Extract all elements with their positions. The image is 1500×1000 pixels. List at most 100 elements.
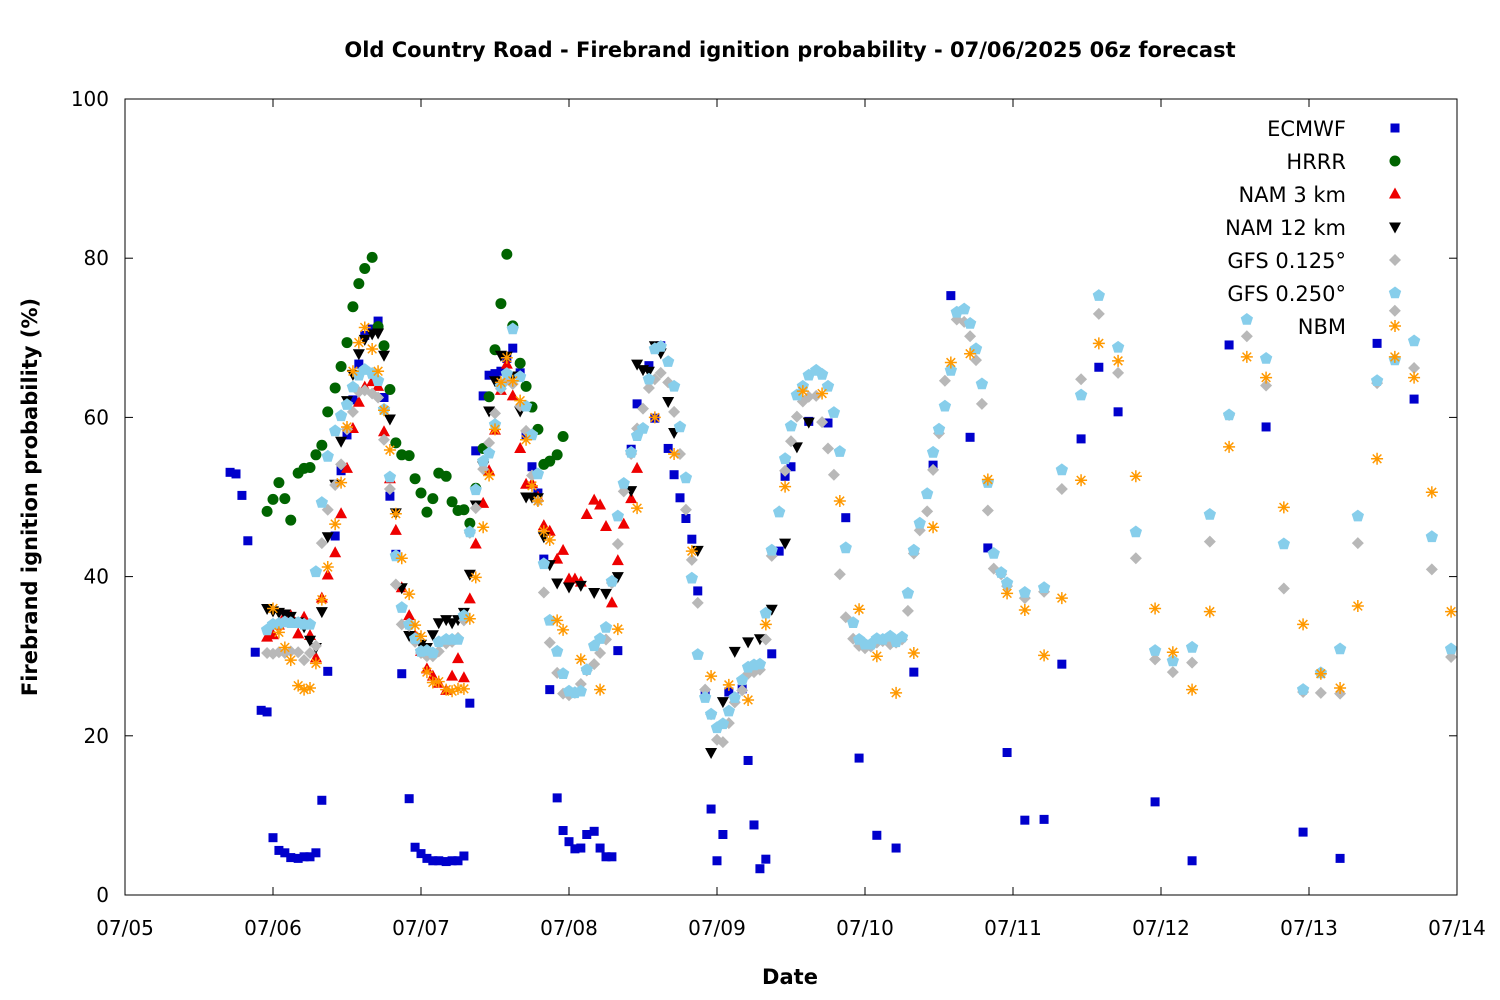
data-point <box>722 678 735 691</box>
data-point <box>847 616 860 628</box>
data-point <box>359 263 371 275</box>
data-point <box>822 442 834 455</box>
data-point <box>286 853 296 863</box>
data-point <box>823 418 833 428</box>
data-point <box>309 565 323 578</box>
data-point <box>1277 582 1290 595</box>
data-point <box>1334 682 1347 695</box>
plot-frame <box>124 98 1458 896</box>
data-point <box>611 623 624 636</box>
legend-label: HRRR <box>1286 150 1346 174</box>
data-point <box>718 830 728 840</box>
data-point <box>1129 525 1142 538</box>
data-point <box>600 519 612 531</box>
data-point <box>580 663 593 675</box>
x-tick-label: 07/10 <box>836 916 894 940</box>
legend-label: NBM <box>1298 315 1346 339</box>
data-point <box>372 365 385 378</box>
data-point <box>315 496 328 508</box>
data-point <box>329 382 341 394</box>
legend-marker <box>1389 187 1401 199</box>
data-point <box>759 633 772 646</box>
data-point <box>403 588 416 601</box>
data-point <box>335 436 348 448</box>
data-point <box>426 676 439 689</box>
data-point <box>446 496 458 508</box>
data-point <box>712 856 722 866</box>
legend-label: NAM 3 km <box>1238 183 1346 207</box>
data-point <box>335 507 348 519</box>
data-point <box>648 411 661 424</box>
data-point <box>938 374 951 387</box>
data-point <box>854 753 864 763</box>
data-point <box>691 648 704 660</box>
data-point <box>728 646 741 658</box>
data-point <box>749 820 759 830</box>
data-point <box>397 669 407 679</box>
data-point <box>340 398 354 410</box>
data-point <box>965 432 975 442</box>
legend-label: ECMWF <box>1267 117 1346 141</box>
data-point <box>1186 683 1199 696</box>
data-point <box>927 521 940 534</box>
data-point <box>716 717 730 730</box>
data-point <box>611 537 624 550</box>
data-point <box>463 569 476 581</box>
data-point <box>558 826 568 836</box>
data-point <box>1298 827 1308 837</box>
data-point <box>514 394 527 407</box>
data-point <box>631 502 644 515</box>
data-point <box>348 395 358 405</box>
data-point <box>1002 748 1012 758</box>
data-point <box>378 350 390 362</box>
data-point <box>601 852 611 862</box>
data-point <box>432 618 445 630</box>
data-point <box>927 463 940 476</box>
data-point <box>1408 362 1421 375</box>
data-point <box>1314 667 1327 680</box>
data-point <box>279 493 291 505</box>
data-point <box>1351 537 1364 550</box>
data-point <box>716 697 729 709</box>
data-point <box>225 467 235 477</box>
data-point <box>545 685 555 695</box>
data-point <box>477 496 490 508</box>
data-point <box>1240 330 1253 343</box>
data-point <box>872 830 882 840</box>
data-point <box>975 377 989 390</box>
data-point <box>1166 646 1179 659</box>
data-point <box>366 342 379 355</box>
series-5 <box>260 289 1458 734</box>
data-point <box>765 543 778 556</box>
data-point <box>237 490 247 500</box>
data-point <box>341 461 353 473</box>
data-point <box>668 405 681 418</box>
data-point <box>662 396 675 408</box>
data-point <box>440 615 453 627</box>
data-point <box>909 667 919 677</box>
data-point <box>588 588 601 600</box>
data-point <box>403 450 415 462</box>
data-point <box>1075 474 1088 487</box>
data-point <box>321 561 334 574</box>
data-point <box>642 366 655 378</box>
legend-entry: NBM <box>1298 315 1401 339</box>
data-point <box>537 557 550 570</box>
data-point <box>853 603 866 616</box>
data-point <box>802 417 815 429</box>
data-point <box>299 852 309 862</box>
data-point <box>599 621 613 633</box>
data-point <box>755 864 765 874</box>
x-tick-label: 07/13 <box>1280 916 1338 940</box>
data-point <box>440 683 453 696</box>
data-point <box>446 618 459 630</box>
data-point <box>1149 602 1162 615</box>
data-point <box>482 446 496 459</box>
data-point <box>784 419 798 432</box>
data-point <box>1020 815 1030 825</box>
data-point <box>384 384 396 396</box>
data-point <box>1018 604 1031 617</box>
y-tick-label: 80 <box>84 246 109 270</box>
data-point <box>292 646 305 659</box>
data-point <box>1092 307 1105 320</box>
